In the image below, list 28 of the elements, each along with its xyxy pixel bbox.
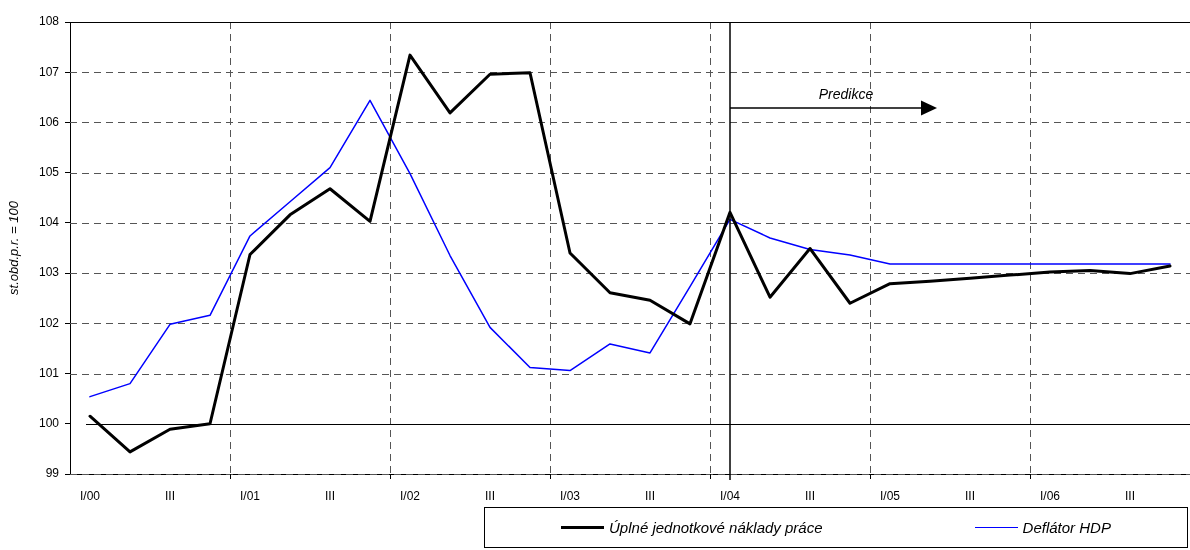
y-tick-label: 99 xyxy=(45,466,60,481)
y-tick-label: 105 xyxy=(38,164,60,179)
y-tick-label: 102 xyxy=(38,315,60,330)
legend-label: Úplné jednotkové náklady práce xyxy=(609,519,823,536)
x-tick-label: III xyxy=(644,488,656,503)
x-tick-label: I/00 xyxy=(79,488,101,503)
y-tick-label: 107 xyxy=(38,64,60,79)
x-tick-label: III xyxy=(484,488,496,503)
legend-label: Deflátor HDP xyxy=(1022,519,1111,536)
y-tick-label: 106 xyxy=(38,114,60,129)
y-tick-label: 108 xyxy=(38,14,60,29)
x-tick-label: I/04 xyxy=(719,488,741,503)
x-tick-label: III xyxy=(964,488,976,503)
x-tick-label: III xyxy=(164,488,176,503)
x-tick-label: III xyxy=(1124,488,1136,503)
x-tick-label: I/03 xyxy=(559,488,581,503)
y-tick-label: 100 xyxy=(38,416,60,431)
y-tick-label: 104 xyxy=(38,215,60,230)
y-tick-label: 103 xyxy=(38,265,60,280)
x-tick-label: I/02 xyxy=(399,488,421,503)
y-tick-label: 101 xyxy=(38,365,60,380)
x-tick-label: III xyxy=(804,488,816,503)
x-tick-label: I/01 xyxy=(239,488,261,503)
x-tick-label: III xyxy=(324,488,336,503)
x-tick-label: I/05 xyxy=(879,488,901,503)
x-tick-label: I/06 xyxy=(1039,488,1061,503)
annotation: Predikce xyxy=(818,85,874,102)
y-axis-title: st.obd.p.r. = 100 xyxy=(6,200,22,295)
